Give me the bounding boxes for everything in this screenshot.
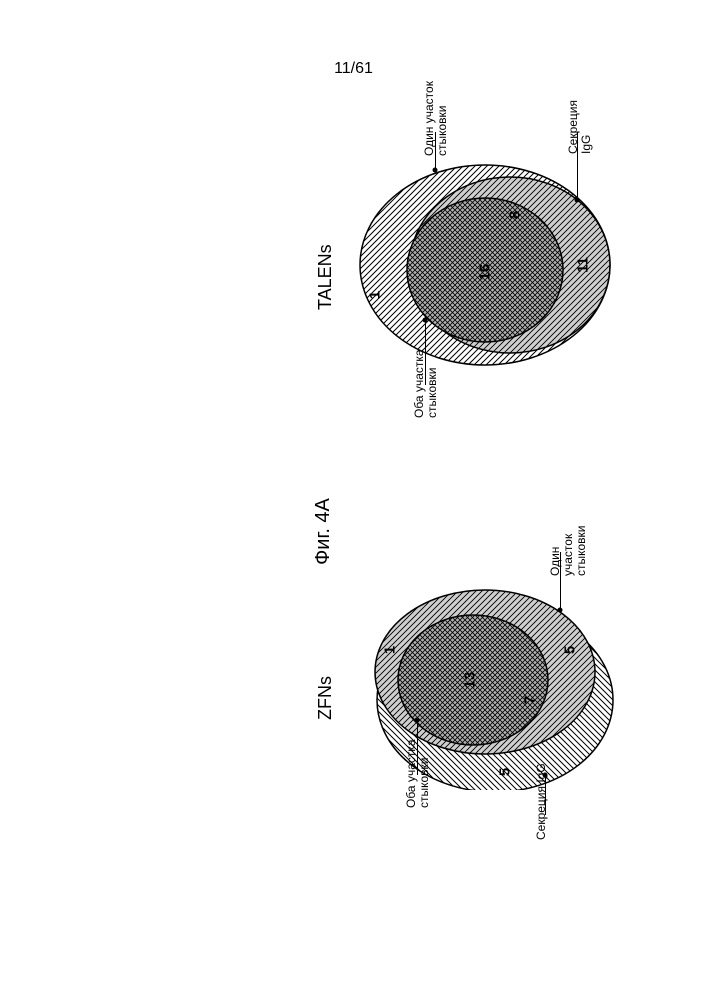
value-outer-left: 1 [382, 646, 399, 654]
label-both: Оба участка стыковки [413, 349, 439, 418]
value-outer-left: 1 [367, 291, 384, 299]
label-one: Один участок стыковки [549, 510, 589, 576]
value-crescent-bottom: 5 [497, 768, 514, 776]
label-igg: Секреция IgG [535, 763, 548, 840]
value-crescent-right: 11 [575, 257, 592, 273]
page: 11/61 [0, 0, 707, 1000]
venn-title: TALENs [315, 244, 336, 310]
value-inner: 13 [462, 672, 479, 689]
value-ring: 8 [507, 211, 524, 219]
venn-zfns-svg [355, 580, 615, 790]
venn-zfns: ZFNs 1 5 5 7 13 Один участок стыковки Об… [355, 580, 615, 790]
value-ring: 7 [522, 696, 539, 704]
value-inner: 16 [477, 264, 494, 281]
label-both: Оба участка стыковки [405, 739, 431, 808]
label-igg: Секреция IgG [567, 100, 593, 154]
page-number: 11/61 [0, 60, 707, 78]
value-crescent-right: 5 [562, 646, 579, 654]
figure-caption: Фиг. 4А [312, 498, 335, 565]
venn-talens: TALENs 1 11 8 16 Один участок стыковки С… [355, 160, 615, 370]
venn-title: ZFNs [315, 676, 336, 720]
label-one: Один участок стыковки [423, 81, 449, 156]
